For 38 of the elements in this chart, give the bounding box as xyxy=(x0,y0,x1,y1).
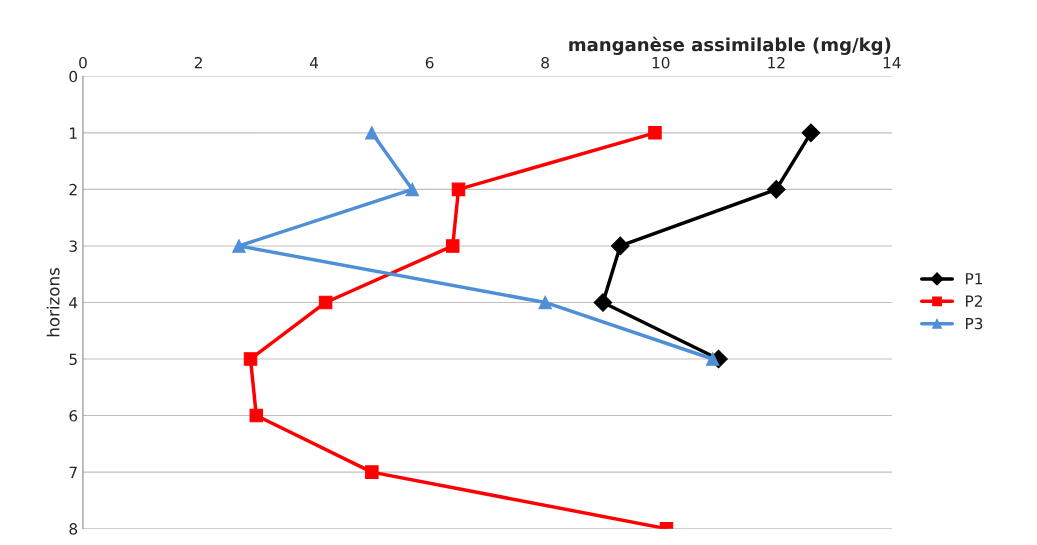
x-tick-label: 4 xyxy=(309,57,319,69)
point xyxy=(232,239,246,253)
y-tick-label: 1 xyxy=(70,127,77,139)
y-tick-label: 0 xyxy=(69,70,78,83)
x-tick-label: 14 xyxy=(883,57,901,69)
point xyxy=(705,352,720,366)
point xyxy=(648,126,662,140)
y-tick-label: 7 xyxy=(69,466,77,478)
point xyxy=(538,295,552,310)
point xyxy=(593,293,613,312)
y-tick-label: 8 xyxy=(69,523,78,535)
y-tick-label: 5 xyxy=(69,353,77,366)
point xyxy=(766,180,786,199)
y-tick-label: 3 xyxy=(69,240,77,252)
y-tick-label: 6 xyxy=(69,410,78,422)
point xyxy=(451,182,466,197)
x-tick-label: 10 xyxy=(652,56,670,69)
legend-label: P2 xyxy=(966,295,982,307)
point xyxy=(318,295,333,310)
point xyxy=(365,465,379,479)
y-tick-label: 4 xyxy=(69,297,78,309)
point xyxy=(365,126,379,140)
x-tick-label: 8 xyxy=(541,56,549,69)
y-axis-title: horizons xyxy=(46,268,60,337)
legend-label: P3 xyxy=(966,317,983,330)
point xyxy=(249,408,264,423)
point xyxy=(801,123,821,143)
y-tick-label: 2 xyxy=(69,183,77,196)
x-tick-label: 12 xyxy=(768,56,785,69)
x-tick-label: 6 xyxy=(425,56,434,69)
point xyxy=(243,352,258,366)
x-axis-title: manganèse assimilable (mg/kg) xyxy=(569,36,891,55)
point xyxy=(405,182,420,197)
point xyxy=(610,236,630,256)
point xyxy=(445,239,460,253)
legend-label: P1 xyxy=(966,273,983,285)
x-tick-label: 0 xyxy=(79,56,87,69)
x-tick-label: 2 xyxy=(194,56,202,69)
